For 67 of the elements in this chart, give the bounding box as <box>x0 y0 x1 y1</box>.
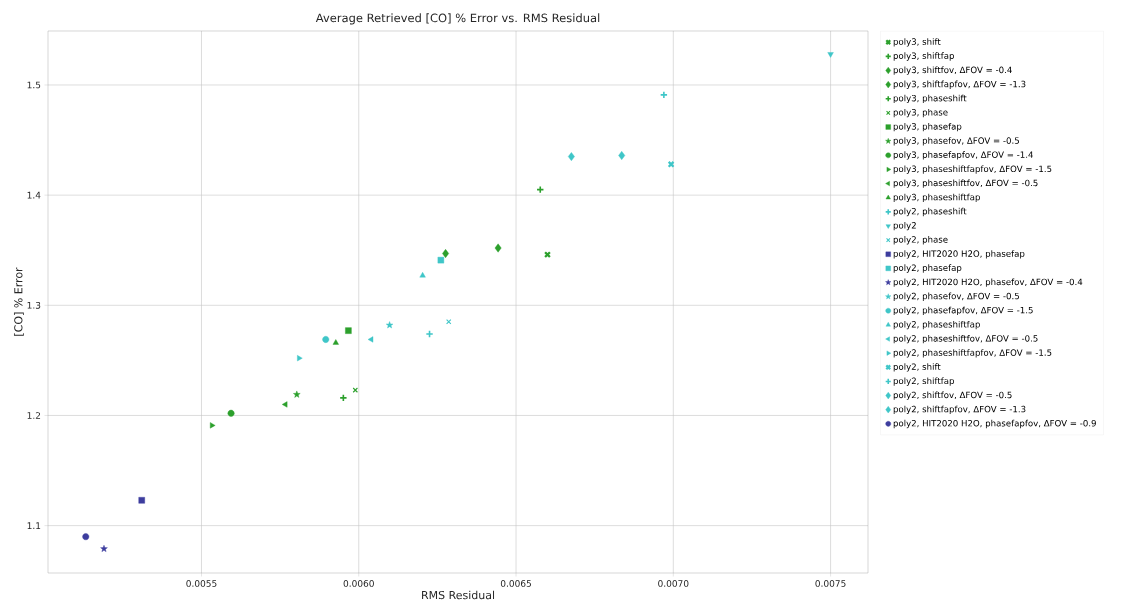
y-tick-label: 1.5 <box>27 81 41 89</box>
x-tick-label: 0.0060 <box>343 580 374 587</box>
point <box>281 401 288 408</box>
x-tick-label: 0.0075 <box>815 580 846 587</box>
point <box>827 52 834 58</box>
legend-label: poly3, phasefap <box>893 123 962 132</box>
legend-label: poly2, phaseshiftfap <box>893 320 980 330</box>
legend-label: poly3, phaseshiftfov, ΔFOV = -0.5 <box>893 179 1038 188</box>
point <box>138 497 145 504</box>
point <box>82 533 90 541</box>
legend-label: poly3, shiftfapfov, ΔFOV = -1.3 <box>893 80 1026 89</box>
x-axis-title: RMS Residual <box>422 590 495 600</box>
point <box>419 272 426 278</box>
x-tick-label: 0.0055 <box>186 580 217 587</box>
point <box>437 256 445 264</box>
legend-label: poly2, phase <box>893 236 948 245</box>
chart-title: Average Retrieved [CO] % Error vs. RMS Residual <box>315 13 600 25</box>
legend-label: poly3, phaseshift <box>893 94 967 104</box>
point <box>322 336 330 343</box>
point <box>425 329 434 338</box>
legend-label: poly3, shiftfov, ΔFOV = -0.4 <box>893 66 1012 75</box>
point <box>494 243 502 253</box>
legend-label: poly2, phasefap <box>893 264 962 273</box>
y-tick-label: 1.3 <box>27 301 41 309</box>
x-tick-label: 0.0065 <box>500 580 531 587</box>
point <box>100 544 108 552</box>
point <box>367 336 374 343</box>
legend-label: poly2 <box>893 221 916 231</box>
point <box>442 249 449 258</box>
legend-label: poly2, HIT2020 H2O, phasefapfov, ΔFOV = -0.9 <box>893 419 1096 429</box>
legend-label: poly2, phaseshiftfov, ΔFOV = -0.5 <box>893 335 1038 344</box>
legend-label: poly2, HIT2020 H2O, phasefap <box>893 250 1025 259</box>
point <box>352 387 358 393</box>
point <box>339 393 348 402</box>
legend-label: poly3, phasefov, ΔFOV = -0.5 <box>893 137 1019 146</box>
point <box>446 319 452 325</box>
point <box>297 355 303 362</box>
legend-label: poly3, phaseshiftfap <box>893 193 980 202</box>
legend-label: poly2, phasefapfov, ΔFOV = -1.5 <box>893 306 1033 316</box>
y-axis-title: [CO] % Error <box>13 267 24 336</box>
point <box>659 90 668 99</box>
y-tick-label: 1.1 <box>27 522 41 529</box>
point <box>332 339 339 345</box>
point <box>345 327 352 334</box>
legend-label: poly2, shiftfap <box>893 377 954 386</box>
y-tick-label: 1.2 <box>27 412 41 419</box>
point <box>293 390 301 398</box>
legend-label: poly2, phasefov, ΔFOV = -0.5 <box>893 292 1019 301</box>
point <box>210 422 216 429</box>
legend-label: poly2, phaseshift <box>893 207 967 217</box>
point <box>536 185 545 194</box>
legend-label: poly3, shift <box>893 38 941 47</box>
legend-label: poly3, shiftfap <box>893 52 954 61</box>
legend-label: poly3, phasefapfov, ΔFOV = -1.4 <box>893 151 1033 160</box>
legend-label: poly2, shift <box>893 363 941 372</box>
point <box>385 321 394 329</box>
point <box>568 152 575 161</box>
legend-label: poly2, HIT2020 H2O, phasefov, ΔFOV = -0.4 <box>893 278 1083 287</box>
legend-label: poly2, shiftfapfov, ΔFOV = -1.3 <box>893 405 1026 415</box>
point <box>227 409 235 417</box>
point <box>618 151 626 160</box>
legend-label: poly3, phase <box>893 108 948 118</box>
legend-label: poly2, shiftfov, ΔFOV = -0.5 <box>893 391 1012 400</box>
legend-label: poly3, phaseshiftfapfov, ΔFOV = -1.5 <box>893 165 1052 174</box>
y-tick-label: 1.4 <box>27 191 41 199</box>
x-tick-label: 0.0070 <box>658 580 689 587</box>
legend-label: poly2, phaseshiftfapfov, ΔFOV = -1.5 <box>893 349 1052 358</box>
